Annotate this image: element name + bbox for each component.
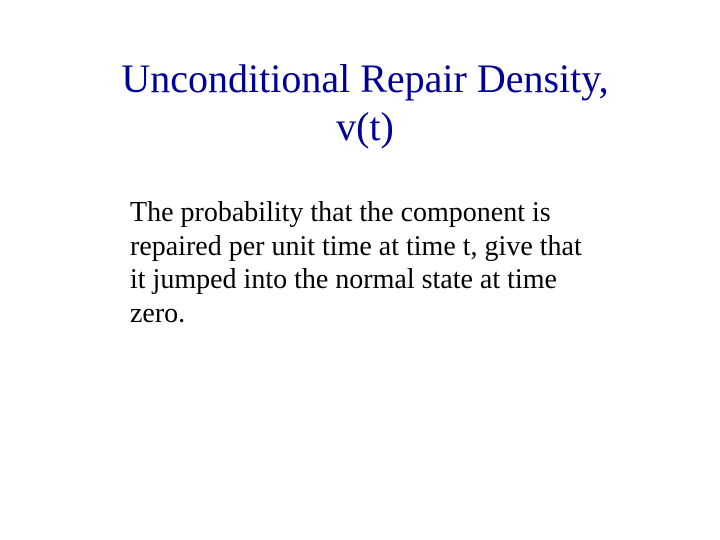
title-line-1: Unconditional Repair Density, <box>121 56 608 101</box>
title-line-2: v(t) <box>336 104 394 149</box>
slide-title: Unconditional Repair Density, v(t) <box>100 55 630 151</box>
slide-body-text: The probability that the component is re… <box>100 196 630 330</box>
slide-container: Unconditional Repair Density, v(t) The p… <box>0 0 720 540</box>
